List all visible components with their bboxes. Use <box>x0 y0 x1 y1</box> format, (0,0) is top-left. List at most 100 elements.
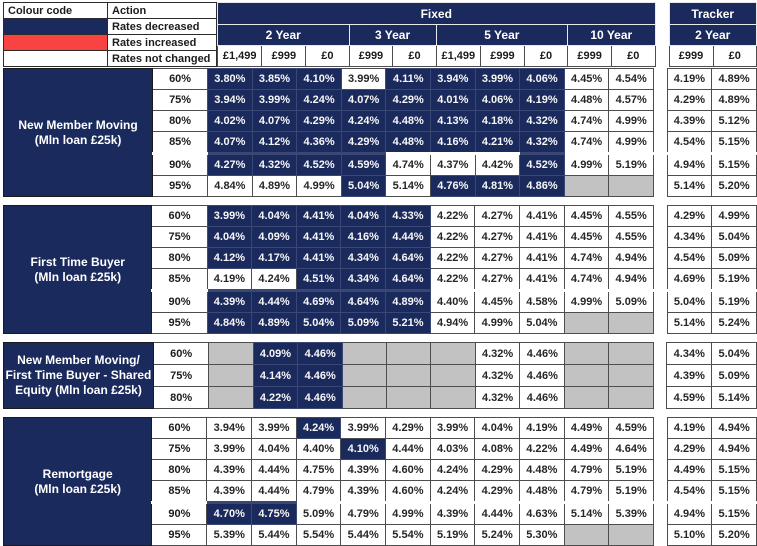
rate-cell: 4.32% <box>252 154 297 176</box>
rate-cell: 4.41% <box>520 206 565 227</box>
tracker-fee-row: £999£0 <box>669 46 757 67</box>
ltv-cell: 90% <box>152 291 207 313</box>
fee-header: £999 <box>349 46 393 67</box>
rate-cell: 4.29% <box>667 439 712 460</box>
rate-cell: 5.20% <box>712 176 757 197</box>
rate-cell: 4.94% <box>667 503 712 525</box>
empty-cell <box>387 343 431 365</box>
ltv-cell: 85% <box>152 481 207 503</box>
rate-cell: 3.99% <box>475 69 520 90</box>
rate-cell: 4.24% <box>430 481 475 503</box>
empty-cell <box>431 343 475 365</box>
rate-cell: 4.64% <box>386 269 431 291</box>
rate-cell: 5.09% <box>341 313 386 334</box>
tracker-banner: Tracker <box>669 3 757 25</box>
rate-cell: 4.99% <box>564 154 609 176</box>
rate-cell: 5.04% <box>712 343 757 365</box>
rate-cell: 3.99% <box>207 206 252 227</box>
rate-cell: 4.74% <box>564 269 609 291</box>
rate-cell: 4.94% <box>712 418 757 439</box>
rate-cell: 5.24% <box>475 525 520 546</box>
rate-cell: 4.48% <box>386 111 431 132</box>
rate-cell: 3.80% <box>208 69 253 90</box>
fixed-term-header: 5 Year <box>436 25 568 46</box>
rate-cell: 4.07% <box>252 111 297 132</box>
rate-cell: 4.24% <box>296 418 341 439</box>
fixed-banner: Fixed <box>218 3 656 25</box>
ltv-cell: 90% <box>152 503 207 525</box>
rate-cell: 4.94% <box>430 313 475 334</box>
rate-cell: 4.44% <box>386 227 431 248</box>
ltv-cell: 60% <box>153 343 208 365</box>
group-label-line: New Member Moving/ <box>4 353 153 368</box>
rate-cell: 4.46% <box>298 365 343 387</box>
rate-cell: 3.99% <box>341 69 386 90</box>
fee-header: £0 <box>524 46 567 67</box>
rate-cell: 4.99% <box>564 291 609 313</box>
rate-cell: 4.89% <box>386 291 431 313</box>
rate-cell: 4.19% <box>520 90 565 111</box>
rate-cell: 4.45% <box>564 69 609 90</box>
rate-cell: 4.39% <box>207 460 252 481</box>
rate-cell: 5.15% <box>712 503 757 525</box>
rate-cell: 4.39% <box>341 460 386 481</box>
rate-cell: 5.14% <box>712 387 757 409</box>
rate-cell: 4.84% <box>207 313 252 334</box>
rate-cell: 5.24% <box>712 313 757 334</box>
empty-cell <box>209 343 253 365</box>
rate-cell: 4.16% <box>341 227 386 248</box>
rate-cell: 4.04% <box>252 206 297 227</box>
rate-cell: 4.74% <box>564 248 609 269</box>
rate-cell: 4.29% <box>341 132 386 154</box>
rate-cell: 4.54% <box>609 69 654 90</box>
ltv-row: Remortgage(Mln loan £25k)60%3.94%3.99%4.… <box>4 418 757 439</box>
rate-cell: 4.99% <box>609 111 654 132</box>
rate-cell: 4.94% <box>609 248 654 269</box>
group-label-remortgage: Remortgage(Mln loan £25k) <box>4 418 152 546</box>
rate-cell: 4.84% <box>208 176 253 197</box>
rate-cell: 4.41% <box>296 227 341 248</box>
rate-cell: 4.06% <box>520 69 565 90</box>
rate-group-new-member-moving: New Member Moving(Mln loan £25k)60%3.80%… <box>3 68 757 197</box>
group-label-line: New Member Moving <box>4 118 152 133</box>
rate-cell: 4.32% <box>520 132 565 154</box>
empty-cell <box>564 313 609 334</box>
tracker-term-row: 2 Year <box>669 25 757 46</box>
rate-cell: 4.24% <box>252 269 297 291</box>
fee-header: £999 <box>568 46 612 67</box>
rate-cell: 4.41% <box>296 248 341 269</box>
empty-cell <box>343 343 387 365</box>
rate-cell: 4.29% <box>386 90 431 111</box>
fee-header: £0 <box>713 46 756 67</box>
rate-cell: 4.29% <box>667 90 712 111</box>
rate-cell: 4.89% <box>252 313 297 334</box>
rate-cell: 4.89% <box>712 69 757 90</box>
rate-cell: 4.45% <box>475 291 520 313</box>
rate-cell: 4.64% <box>386 248 431 269</box>
rate-cell: 5.39% <box>609 503 654 525</box>
fee-header: £1,499 <box>218 46 262 67</box>
rate-cell: 4.32% <box>520 111 565 132</box>
rate-cell: 4.10% <box>341 439 386 460</box>
rate-cell: 4.41% <box>520 248 565 269</box>
rate-cell: 4.22% <box>430 269 475 291</box>
ltv-cell: 75% <box>153 365 208 387</box>
rate-cell: 4.29% <box>475 481 520 503</box>
rate-cell: 4.04% <box>252 439 297 460</box>
rate-cell: 4.37% <box>431 154 476 176</box>
rate-cell: 4.49% <box>667 460 712 481</box>
empty-cell <box>609 313 654 334</box>
rate-cell: 4.94% <box>712 439 757 460</box>
rate-cell: 4.29% <box>297 111 342 132</box>
rate-cell: 4.74% <box>564 111 609 132</box>
rate-cell: 4.03% <box>430 439 475 460</box>
rate-cell: 5.15% <box>712 481 757 503</box>
legend-label-rates-decreased: Rates decreased <box>108 19 217 35</box>
rate-cell: 4.39% <box>430 503 475 525</box>
rate-cell: 4.29% <box>475 460 520 481</box>
rate-cell: 5.15% <box>712 154 757 176</box>
tracker-rates-header: Tracker 2 Year £999£0 <box>669 2 757 67</box>
rate-cell: 4.10% <box>297 69 342 90</box>
rate-cell: 3.94% <box>208 90 253 111</box>
